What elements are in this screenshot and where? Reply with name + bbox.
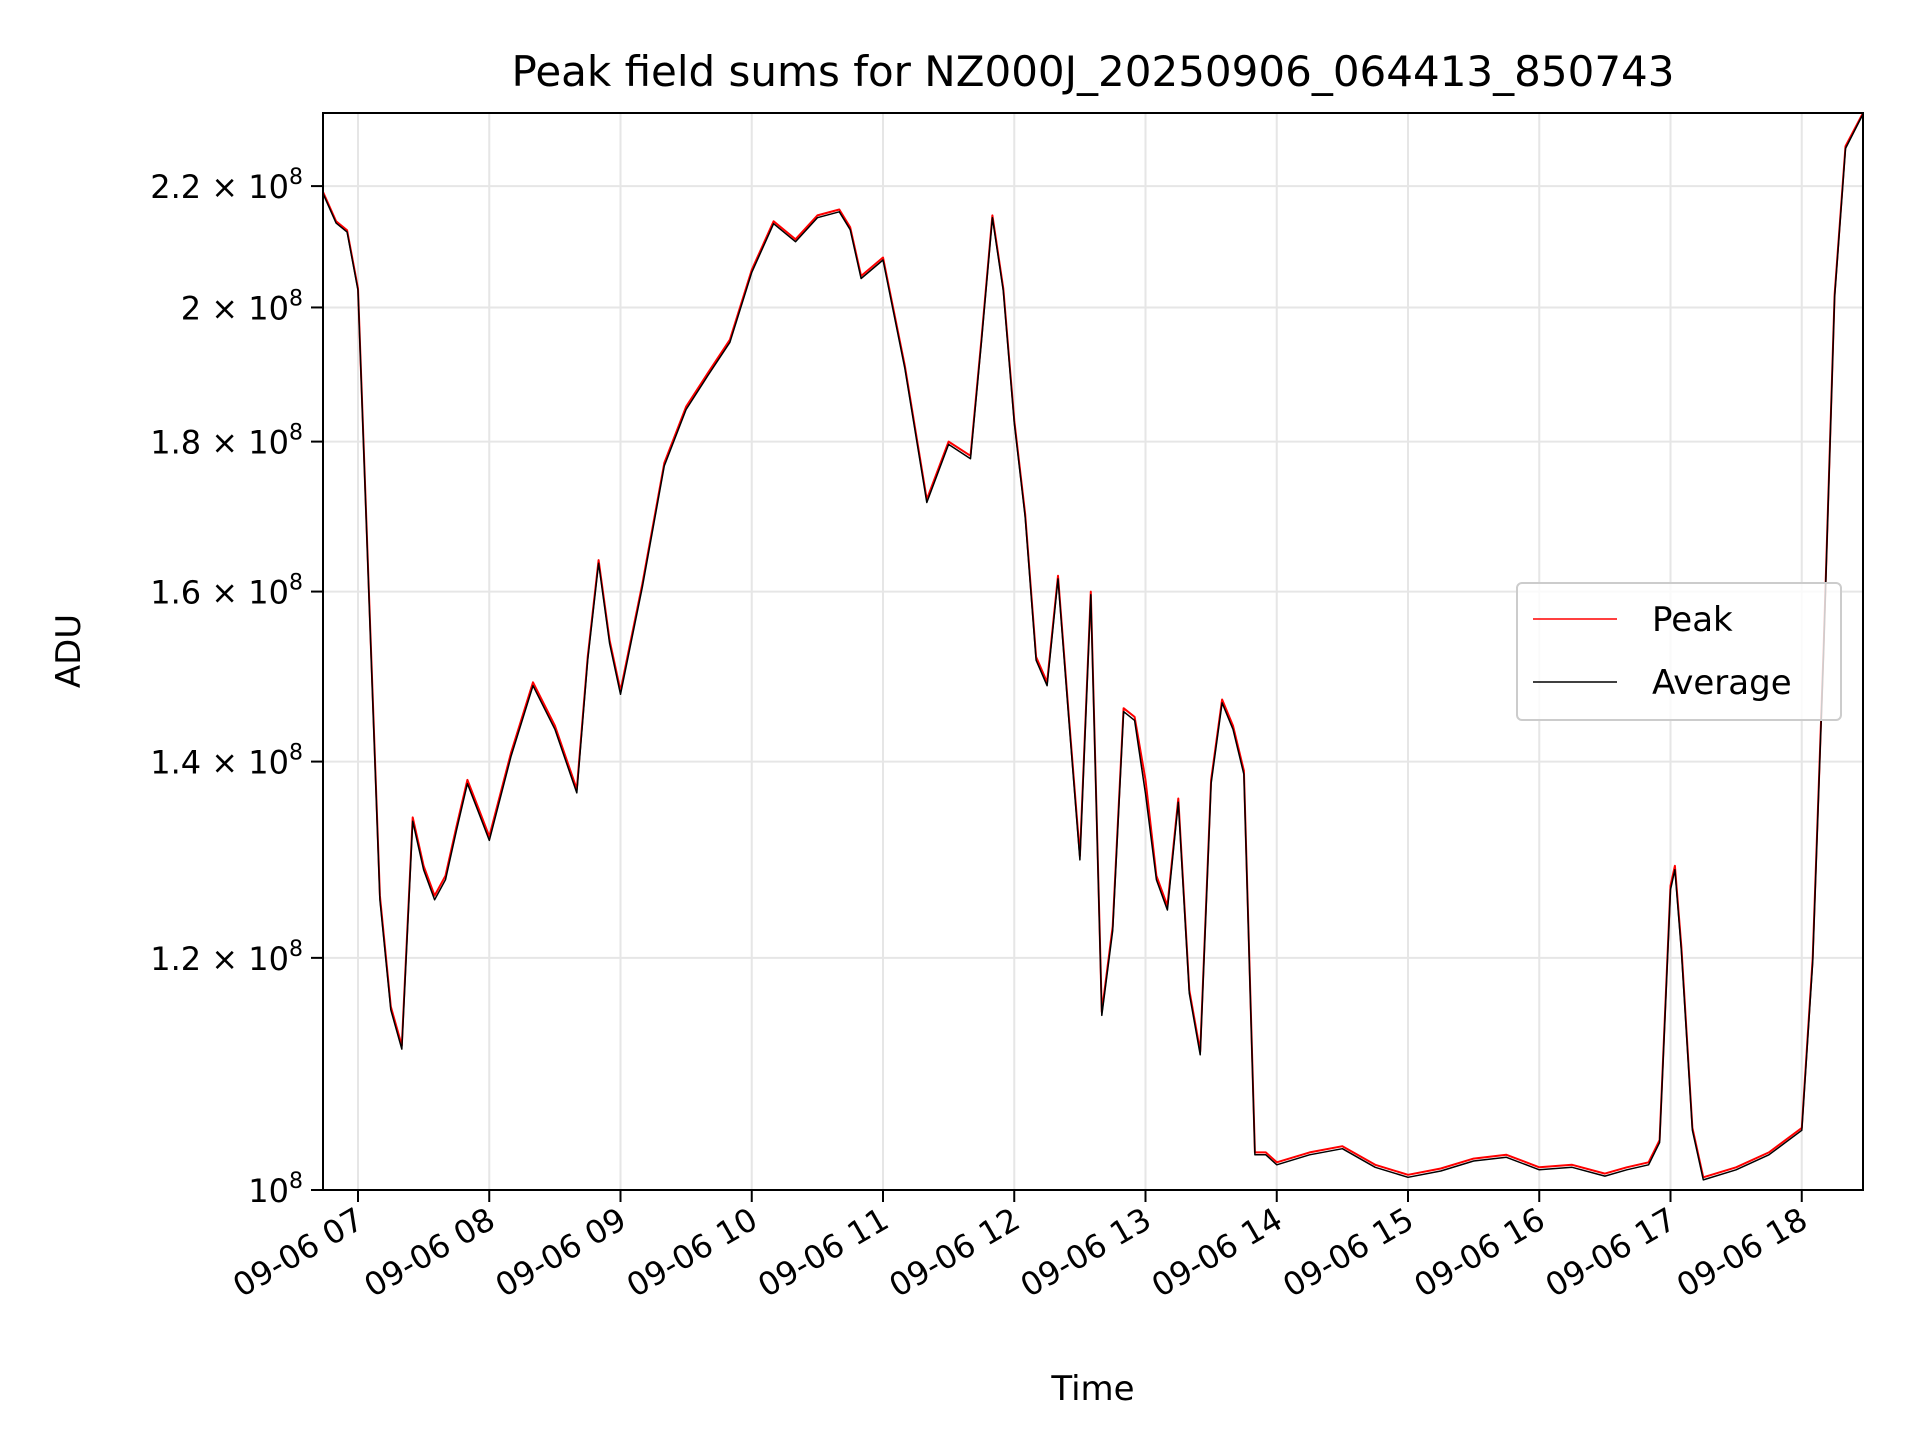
legend: Peak Average xyxy=(1516,582,1842,721)
y-tick-label-exponent: 8 xyxy=(289,421,303,446)
y-tick-label-base: 1.4 × 10 xyxy=(150,744,289,782)
y-tick-label: 1.2 × 108 xyxy=(150,937,303,978)
y-tick-label-exponent: 8 xyxy=(289,165,303,190)
x-axis-label: Time xyxy=(1050,1369,1134,1409)
y-tick-label: 1.8 × 108 xyxy=(150,421,303,462)
y-tick-label-base: 10 xyxy=(248,1172,289,1210)
y-tick-label: 2 × 108 xyxy=(181,286,303,327)
series-lines xyxy=(322,112,1864,1181)
y-tick-label-exponent: 8 xyxy=(289,286,303,311)
series-line-average xyxy=(322,113,1864,1181)
y-tick-label-exponent: 8 xyxy=(289,741,303,766)
y-tick-label-base: 1.6 × 10 xyxy=(150,574,289,612)
legend-box xyxy=(1516,582,1842,721)
plot-frame xyxy=(322,112,1864,1191)
legend-label-average: Average xyxy=(1652,663,1792,703)
y-tick-label-base: 1.8 × 10 xyxy=(150,424,289,462)
y-tick-label: 1.6 × 108 xyxy=(150,571,303,612)
y-axis-label: ADU xyxy=(49,614,89,688)
legend-label-peak: Peak xyxy=(1652,600,1733,640)
chart-title: Peak field sums for NZ000J_20250906_0644… xyxy=(512,47,1675,96)
y-tick-label-exponent: 8 xyxy=(289,571,303,596)
y-tick-label-exponent: 8 xyxy=(289,937,303,962)
y-tick-label-base: 2 × 10 xyxy=(181,289,289,327)
y-tick-label-base: 1.2 × 10 xyxy=(150,940,289,978)
y-tick-label-exponent: 8 xyxy=(289,1169,303,1194)
y-tick-label: 2.2 × 108 xyxy=(150,165,303,206)
y-tick-label: 108 xyxy=(248,1169,303,1210)
y-tick-label-base: 2.2 × 10 xyxy=(150,168,289,206)
y-tick-label: 1.4 × 108 xyxy=(150,741,303,782)
